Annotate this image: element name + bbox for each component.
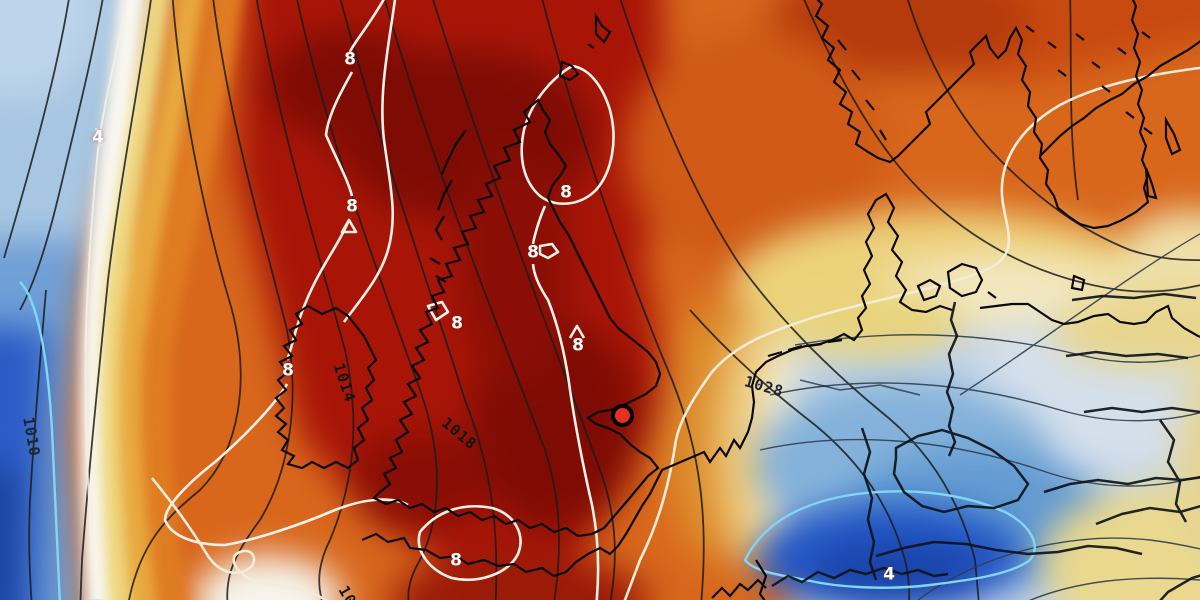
temperature-contours bbox=[84, 0, 1200, 600]
cold-pool-contours bbox=[19, 281, 1036, 600]
coastline-ireland bbox=[274, 304, 378, 470]
location-marker[interactable] bbox=[611, 404, 634, 427]
coastline-danish-islands bbox=[916, 262, 997, 302]
coastlines bbox=[274, 0, 1200, 600]
coastline-great-britain bbox=[372, 98, 662, 538]
country-borders bbox=[771, 292, 1200, 600]
coastline-continent bbox=[361, 192, 953, 578]
gradient-bands-west bbox=[79, 0, 242, 600]
coastline-finland-archipelago bbox=[1025, 25, 1200, 157]
coastline-hebrides bbox=[429, 129, 467, 283]
coastline-norway-sweden bbox=[814, 0, 1150, 230]
coastline-baltic-islands bbox=[1070, 115, 1182, 292]
coastline-baltic-south-east bbox=[979, 302, 1200, 338]
coastline-orkney-shetland bbox=[558, 12, 612, 82]
coastline-norway-fjords bbox=[837, 39, 887, 141]
coastline-mediterranean bbox=[711, 559, 768, 600]
coastline-frisian-islands bbox=[767, 338, 843, 358]
